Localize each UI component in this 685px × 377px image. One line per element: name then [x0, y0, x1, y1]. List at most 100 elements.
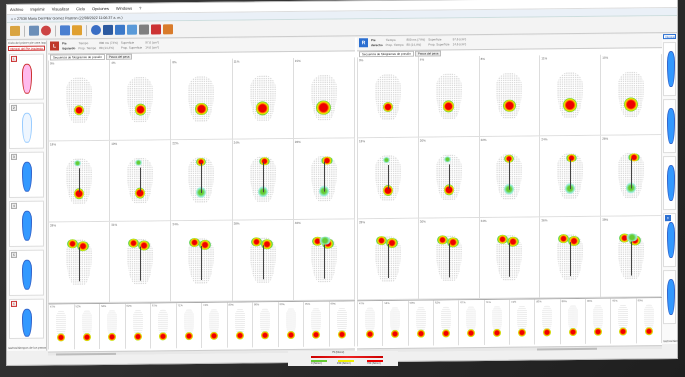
- pressure-frame[interactable]: 31%: [110, 221, 172, 303]
- pressure-frame[interactable]: 22%: [479, 136, 541, 219]
- strip-frame[interactable]: 58%: [408, 300, 434, 346]
- strip-frame[interactable]: 74%: [202, 302, 228, 348]
- menu-opciones[interactable]: Opciones: [91, 5, 109, 12]
- heel-pressure-blob: [503, 99, 516, 112]
- strip-frame[interactable]: 95%: [611, 298, 637, 344]
- step-thumbnail[interactable]: 5: [9, 249, 44, 296]
- strip-frame[interactable]: 90%: [586, 298, 612, 344]
- right-pressure-grid: 0% 4% 8% 11% 15% 18% 20% 22% 24% 26% 28% 30% 34% 36% 3…: [357, 54, 662, 301]
- strip-frame[interactable]: 67%: [151, 303, 177, 349]
- strip-frame[interactable]: 99%: [636, 298, 662, 344]
- steps-icon[interactable]: [127, 24, 137, 35]
- print-icon[interactable]: [29, 25, 39, 36]
- pressure-frame[interactable]: 20%: [418, 137, 480, 219]
- frame-percent: 40%: [294, 220, 301, 225]
- strip-frame[interactable]: 86%: [253, 302, 279, 348]
- strip-frame[interactable]: 86%: [560, 298, 586, 345]
- menu-help[interactable]: ?: [139, 5, 142, 11]
- record-icon[interactable]: [41, 25, 51, 36]
- step-thumbnail[interactable]: 2: [9, 102, 44, 149]
- frame-percent: 26%: [602, 136, 609, 141]
- left-integral-selector[interactable]: Integral del Pie izquierdo: [8, 45, 45, 51]
- strip-frame[interactable]: 52%: [74, 304, 100, 350]
- pressure-frame[interactable]: 34%: [479, 217, 541, 300]
- legend-mid-label: 150 (N/cm²): [337, 362, 351, 365]
- pressure-frame[interactable]: 40%: [293, 219, 355, 301]
- strip-frame[interactable]: 95%: [304, 301, 330, 347]
- step-thumbnail[interactable]: 1: [9, 53, 44, 100]
- globe-icon[interactable]: [91, 25, 101, 36]
- pressure-frame[interactable]: 15%: [601, 54, 662, 136]
- pressure-frame[interactable]: 38%: [232, 219, 294, 302]
- step-thumbnail[interactable]: [663, 98, 676, 154]
- strip-frame[interactable]: 99%: [329, 301, 355, 347]
- right-horizontal-scrollbar[interactable]: [357, 345, 662, 353]
- pressure-frame[interactable]: 18%: [358, 137, 419, 220]
- pressure-frame[interactable]: 11%: [232, 57, 294, 140]
- step-thumbnail[interactable]: 3: [9, 151, 44, 198]
- pressure-frame[interactable]: 18%: [49, 140, 111, 223]
- pressure-blob: [492, 328, 501, 337]
- strip-frame[interactable]: 67%: [459, 299, 485, 346]
- menu-imprimir[interactable]: Imprimir: [30, 6, 45, 12]
- pressure-frame[interactable]: 34%: [171, 220, 233, 303]
- export-icon[interactable]: [163, 24, 173, 35]
- strip-frame[interactable]: 47%: [49, 304, 75, 350]
- pressure-frame[interactable]: 8%: [171, 58, 233, 141]
- report-icon[interactable]: [139, 24, 149, 35]
- strip-frame[interactable]: 58%: [100, 303, 126, 350]
- pressure-frame[interactable]: 19%: [110, 140, 172, 222]
- foot-outline: [496, 234, 523, 281]
- pressure-frame[interactable]: 15%: [293, 57, 355, 139]
- strip-frame[interactable]: 80%: [227, 302, 253, 348]
- pressure-frame[interactable]: 4%: [110, 59, 172, 141]
- pressure-frame[interactable]: 24%: [232, 138, 294, 221]
- step-thumbnail[interactable]: 4: [9, 200, 44, 247]
- step-thumbnail[interactable]: [663, 155, 676, 211]
- chart-icon[interactable]: [115, 24, 125, 35]
- menu-windows[interactable]: Windows: [115, 5, 133, 11]
- pressure-frame[interactable]: 4%: [418, 56, 480, 138]
- strip-frame[interactable]: 52%: [383, 300, 409, 347]
- strip-frame[interactable]: 74%: [510, 299, 536, 345]
- pressure-frame[interactable]: 0%: [49, 59, 111, 142]
- pressure-frame[interactable]: 36%: [540, 216, 602, 299]
- strip-frame[interactable]: 90%: [278, 301, 304, 348]
- pressure-frame[interactable]: 26%: [293, 138, 355, 220]
- pressure-frame[interactable]: 28%: [358, 218, 419, 301]
- strip-frame[interactable]: 80%: [535, 299, 561, 345]
- menu-archivo[interactable]: Archivo: [10, 6, 24, 12]
- strip-frame-percent: 74%: [511, 300, 517, 304]
- heel-pressure-blob: [443, 100, 455, 113]
- pressure-frame[interactable]: 24%: [540, 135, 602, 218]
- pressure-icon[interactable]: [72, 25, 82, 36]
- pressure-frame[interactable]: 26%: [601, 135, 662, 217]
- legend-color-bar: [311, 356, 383, 358]
- pressure-frame[interactable]: 0%: [358, 56, 419, 139]
- right-surface-label: Superficie Prop. Superficie: [428, 37, 450, 47]
- step-thumbnail[interactable]: 8: [663, 212, 676, 268]
- strip-frame[interactable]: 47%: [358, 301, 384, 347]
- foot-outline: [618, 71, 645, 118]
- open-icon[interactable]: [10, 25, 20, 36]
- pressure-frame[interactable]: 38%: [601, 216, 662, 298]
- menu-ciclo[interactable]: Ciclo: [76, 6, 85, 12]
- step-thumbnail[interactable]: [663, 41, 676, 97]
- menu-visualizar[interactable]: Visualizar: [51, 6, 70, 12]
- right-integral-selector[interactable]: Integral del Pie derecho: [663, 33, 676, 40]
- legend-max-label: 700 (N/cm²): [367, 362, 381, 365]
- pressure-frame[interactable]: 30%: [418, 218, 480, 300]
- strip-frame[interactable]: 71%: [484, 299, 510, 345]
- pressure-frame[interactable]: 28%: [49, 221, 111, 304]
- strip-frame[interactable]: 71%: [176, 302, 202, 349]
- step-thumbnail[interactable]: [663, 269, 676, 325]
- step-thumbnail[interactable]: 6: [9, 298, 44, 339]
- pressure-frame[interactable]: 8%: [479, 55, 541, 138]
- foot-view-icon[interactable]: [60, 25, 70, 36]
- strip-frame[interactable]: 62%: [434, 300, 460, 346]
- grid-icon[interactable]: [103, 24, 113, 35]
- heatmap-icon[interactable]: [151, 24, 161, 35]
- pressure-frame[interactable]: 22%: [171, 139, 233, 222]
- pressure-frame[interactable]: 11%: [540, 54, 602, 137]
- strip-frame[interactable]: 62%: [125, 303, 151, 349]
